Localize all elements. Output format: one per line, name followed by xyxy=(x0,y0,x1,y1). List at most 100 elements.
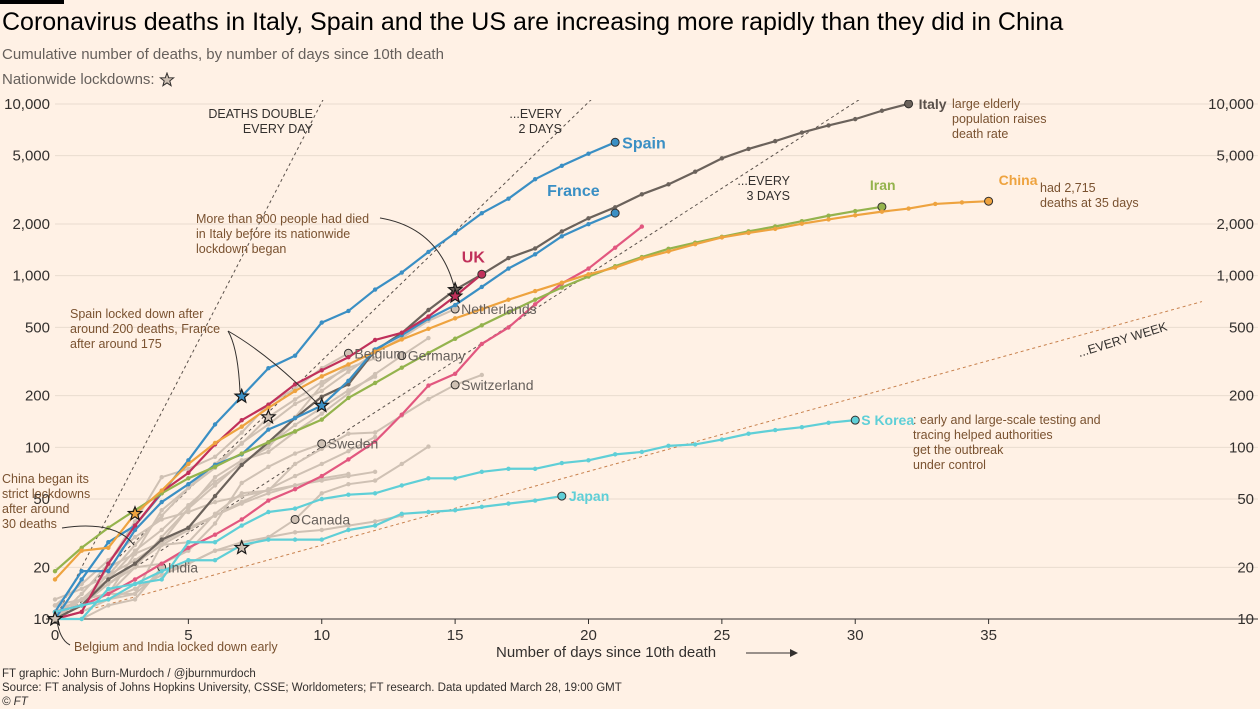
data-point xyxy=(319,320,324,325)
data-point xyxy=(372,519,378,524)
data-point xyxy=(452,371,458,377)
series-end-marker xyxy=(450,380,460,390)
data-point xyxy=(266,405,271,410)
data-point xyxy=(159,542,164,548)
x-tick-label: 20 xyxy=(580,627,597,644)
reference-line xyxy=(54,100,324,620)
annotation-italy: large elderly population raises death rate xyxy=(952,97,1047,141)
data-point xyxy=(479,504,484,510)
y-tick-label-right: 5,000 xyxy=(1216,148,1254,165)
lockdown-star-canada xyxy=(233,539,250,555)
data-point xyxy=(132,523,138,528)
data-point xyxy=(292,388,298,394)
data-point xyxy=(239,493,244,499)
data-point xyxy=(399,337,404,342)
y-tick-label-right: 500 xyxy=(1229,319,1254,336)
data-point xyxy=(319,537,324,542)
data-point xyxy=(106,545,111,550)
data-point xyxy=(239,480,244,486)
data-point xyxy=(639,256,645,261)
annotation-leader-line xyxy=(379,217,456,291)
series-line-france xyxy=(54,212,616,613)
annotation-italy-lockdown: More than 800 people had died in Italy be… xyxy=(196,212,369,256)
annotation-spain-france-line: after around 175 xyxy=(70,337,162,351)
series-label-china: China xyxy=(999,172,1038,188)
lockdown-legend-label: Nationwide lockdowns: xyxy=(2,71,155,88)
x-tick-label: 25 xyxy=(714,627,731,644)
data-point xyxy=(212,540,218,545)
series-label-india: India xyxy=(168,559,199,575)
data-point xyxy=(319,388,324,394)
data-point xyxy=(346,308,351,314)
data-point xyxy=(186,525,191,530)
data-point xyxy=(186,481,191,487)
data-point xyxy=(532,297,538,302)
data-point xyxy=(586,216,591,221)
series-label-italy: Italy xyxy=(919,96,947,112)
y-tick-label-right: 50 xyxy=(1237,491,1254,508)
series-end-marker xyxy=(984,196,994,206)
data-point xyxy=(532,498,538,503)
data-point xyxy=(319,496,324,502)
data-point xyxy=(79,548,84,553)
y-tick-label-left: 1,000 xyxy=(12,268,50,285)
data-point xyxy=(186,458,191,463)
x-axis-label: Number of days since 10th death xyxy=(496,644,716,661)
data-point xyxy=(292,397,298,402)
data-point xyxy=(346,471,351,477)
data-point xyxy=(906,206,911,211)
data-point xyxy=(372,434,378,440)
series-end-marker xyxy=(397,351,407,361)
data-point xyxy=(746,431,751,436)
reference-line-label-text: DEATHS DOUBLE xyxy=(208,107,313,121)
data-point xyxy=(773,427,778,433)
annotation-leader-line xyxy=(61,525,135,546)
data-point xyxy=(612,265,618,270)
data-point xyxy=(346,378,351,384)
annotation-italy-line: large elderly xyxy=(952,97,1021,111)
data-point xyxy=(452,302,458,308)
reference-line-label-text: 3 DAYS xyxy=(746,189,790,203)
data-point xyxy=(506,266,511,271)
data-point xyxy=(532,466,538,471)
annotation-italy-lockdown-line: lockdown began xyxy=(196,242,286,256)
data-point xyxy=(159,537,164,542)
data-point xyxy=(79,591,84,597)
data-point xyxy=(159,474,164,480)
data-point xyxy=(346,388,351,393)
data-point xyxy=(212,558,218,563)
data-point xyxy=(746,230,751,236)
series-end-marker xyxy=(290,514,300,524)
series-line-japan xyxy=(55,495,562,621)
data-point xyxy=(212,422,218,427)
data-point xyxy=(452,316,458,321)
y-tick-label-right: 200 xyxy=(1229,388,1254,405)
data-point xyxy=(346,355,351,360)
data-point xyxy=(132,565,138,570)
reference-line-label-text: EVERY DAY xyxy=(243,122,314,136)
data-point xyxy=(266,464,271,470)
data-point xyxy=(132,561,138,566)
annotation-china-lockdown-line: 30 deaths xyxy=(2,517,57,531)
data-point xyxy=(452,476,458,481)
data-point xyxy=(372,430,378,435)
data-point xyxy=(479,372,484,378)
reference-line-label-text: ...EVERY WEEK xyxy=(1076,319,1169,360)
y-tick-label-left: 10,000 xyxy=(4,96,50,113)
data-point xyxy=(639,192,645,197)
data-point xyxy=(132,591,138,597)
series-end-marker xyxy=(665,0,673,4)
data-point xyxy=(79,609,84,615)
annotation-s-korea-line: : early and large-scale testing and xyxy=(913,413,1101,427)
annotation-italy-lockdown-line: More than 800 people had died xyxy=(196,212,369,226)
reference-line-label-text: ...EVERY xyxy=(509,107,562,121)
data-point xyxy=(532,252,538,257)
data-point xyxy=(719,437,725,442)
data-point xyxy=(292,483,298,488)
data-point xyxy=(266,449,271,455)
footer-source: Source: FT analysis of Johns Hopkins Uni… xyxy=(2,682,622,694)
data-point xyxy=(399,461,404,467)
data-point xyxy=(106,591,111,597)
data-point xyxy=(239,441,244,446)
data-point xyxy=(319,473,324,479)
